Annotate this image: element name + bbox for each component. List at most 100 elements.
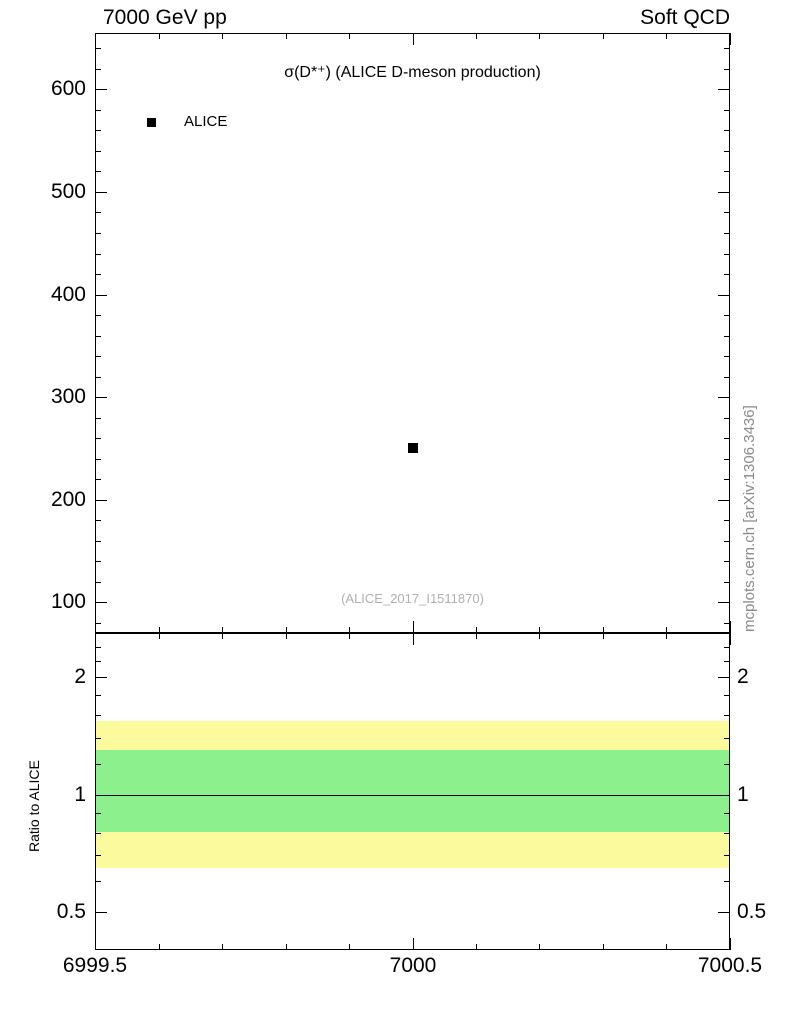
y-axis-tick xyxy=(95,110,101,111)
y-axis-tick xyxy=(95,661,101,662)
y-axis-tick xyxy=(95,561,101,562)
y-axis-tick xyxy=(718,295,730,296)
x-axis-tick xyxy=(603,633,604,639)
y-axis-tick xyxy=(724,274,730,275)
ratio-y-tick-label-right: 1 xyxy=(737,783,749,806)
x-axis-tick xyxy=(159,33,160,39)
x-axis-tick xyxy=(222,944,223,950)
y-axis-tick xyxy=(724,695,730,696)
y-axis-tick xyxy=(95,623,101,624)
y-axis-tick xyxy=(724,254,730,255)
x-axis-tick xyxy=(730,33,731,45)
y-axis-tick xyxy=(95,764,101,765)
y-axis-tick xyxy=(724,356,730,357)
y-axis-tick xyxy=(718,912,730,913)
y-axis-tick xyxy=(724,212,730,213)
x-axis-tick xyxy=(476,627,477,633)
y-axis-tick xyxy=(724,738,730,739)
x-axis-tick xyxy=(539,627,540,633)
y-axis-tick xyxy=(718,500,730,501)
y-axis-tick xyxy=(724,315,730,316)
x-axis-tick xyxy=(413,621,414,633)
y-axis-tick xyxy=(95,295,107,296)
y-axis-tick xyxy=(95,647,101,648)
y-axis-tick xyxy=(724,855,730,856)
y-axis-tick xyxy=(95,479,101,480)
x-axis-tick xyxy=(286,944,287,950)
y-axis-tick xyxy=(718,677,730,678)
x-axis-tick xyxy=(539,33,540,39)
x-axis-tick xyxy=(286,627,287,633)
y-axis-tick xyxy=(95,520,101,521)
x-axis-tick xyxy=(476,944,477,950)
ratio-y-tick-label-right: 0.5 xyxy=(737,900,767,923)
y-axis-tick xyxy=(724,623,730,624)
main-y-tick-label: 500 xyxy=(50,180,86,203)
x-axis-tick xyxy=(730,621,731,633)
y-axis-tick xyxy=(95,336,101,337)
ratio-y-tick-label-left: 1 xyxy=(74,783,86,806)
beam-energy-label: 7000 GeV pp xyxy=(103,6,227,29)
y-axis-tick xyxy=(95,171,101,172)
x-axis-tick xyxy=(666,944,667,950)
x-axis-tick xyxy=(413,938,414,950)
y-axis-tick xyxy=(95,151,101,152)
y-axis-tick xyxy=(95,912,107,913)
x-axis-tick xyxy=(349,944,350,950)
y-axis-tick xyxy=(95,315,101,316)
x-axis-tick xyxy=(286,33,287,39)
y-axis-tick xyxy=(95,418,101,419)
y-axis-tick xyxy=(724,377,730,378)
x-axis-tick xyxy=(222,627,223,633)
y-axis-tick xyxy=(724,48,730,49)
y-axis-tick xyxy=(724,418,730,419)
y-axis-tick xyxy=(724,130,730,131)
y-axis-tick xyxy=(95,356,101,357)
y-axis-tick xyxy=(718,795,730,796)
x-axis-tick xyxy=(730,938,731,950)
y-axis-tick xyxy=(95,855,101,856)
ratio-y-tick-label-left: 2 xyxy=(74,665,86,688)
x-axis-tick xyxy=(666,627,667,633)
x-axis-tick xyxy=(222,633,223,639)
x-axis-tick xyxy=(159,944,160,950)
legend-label: ALICE xyxy=(184,113,228,130)
x-axis-tick xyxy=(539,633,540,639)
y-axis-tick xyxy=(95,677,107,678)
y-axis-tick xyxy=(95,274,101,275)
x-axis-tick xyxy=(349,633,350,639)
y-axis-tick xyxy=(724,110,730,111)
y-axis-tick xyxy=(95,233,101,234)
x-axis-tick xyxy=(539,944,540,950)
main-plot-frame xyxy=(95,33,730,633)
x-axis-tick xyxy=(413,33,414,45)
y-axis-tick xyxy=(95,881,101,882)
x-axis-tick xyxy=(603,33,604,39)
y-axis-tick xyxy=(724,438,730,439)
y-axis-tick xyxy=(95,397,107,398)
legend-marker-square-icon xyxy=(147,118,156,127)
x-axis-tick xyxy=(159,627,160,633)
y-axis-tick xyxy=(95,813,101,814)
y-axis-tick xyxy=(95,602,107,603)
process-group-label: Soft QCD xyxy=(640,6,730,29)
x-axis-tick xyxy=(349,33,350,39)
y-axis-tick xyxy=(95,377,101,378)
y-axis-tick xyxy=(718,89,730,90)
mcplots-arxiv-side-label: mcplots.cern.ch [arXiv:1306.3436] xyxy=(741,405,758,632)
ratio-y-tick-label-right: 2 xyxy=(737,665,749,688)
y-axis-tick xyxy=(724,233,730,234)
inner-uncertainty-band xyxy=(95,750,730,832)
x-tick-label: 7000 xyxy=(389,954,437,977)
y-axis-tick xyxy=(95,69,101,70)
x-axis-tick xyxy=(666,33,667,39)
y-axis-tick xyxy=(724,661,730,662)
main-y-tick-label: 300 xyxy=(50,385,86,408)
ratio-plot-frame xyxy=(95,633,730,950)
y-axis-tick xyxy=(95,130,101,131)
x-axis-tick xyxy=(159,633,160,639)
data-point-alice xyxy=(408,443,418,453)
x-axis-tick xyxy=(603,944,604,950)
y-axis-tick xyxy=(95,212,101,213)
